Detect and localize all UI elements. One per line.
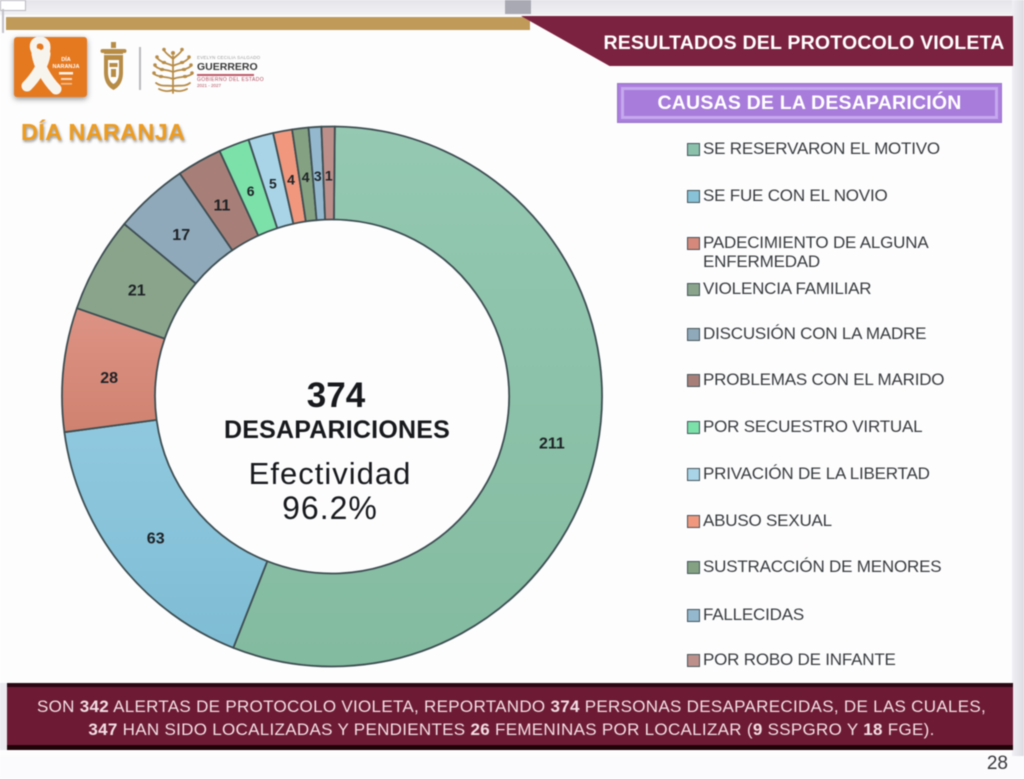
svg-text:4: 4 — [302, 169, 310, 185]
svg-text:28: 28 — [100, 370, 118, 387]
svg-text:DÍA: DÍA — [61, 55, 71, 63]
svg-text:11: 11 — [213, 197, 230, 214]
svg-text:211: 211 — [539, 435, 565, 452]
svg-text:NARANJA: NARANJA — [53, 64, 80, 70]
svg-text:17: 17 — [172, 227, 190, 244]
svg-text:21: 21 — [128, 283, 146, 300]
svg-text:6: 6 — [247, 183, 255, 199]
svg-text:5: 5 — [269, 175, 277, 191]
svg-text:3: 3 — [314, 168, 322, 184]
svg-text:4: 4 — [287, 171, 295, 187]
svg-text:1: 1 — [325, 168, 333, 184]
svg-text:63: 63 — [147, 531, 165, 548]
